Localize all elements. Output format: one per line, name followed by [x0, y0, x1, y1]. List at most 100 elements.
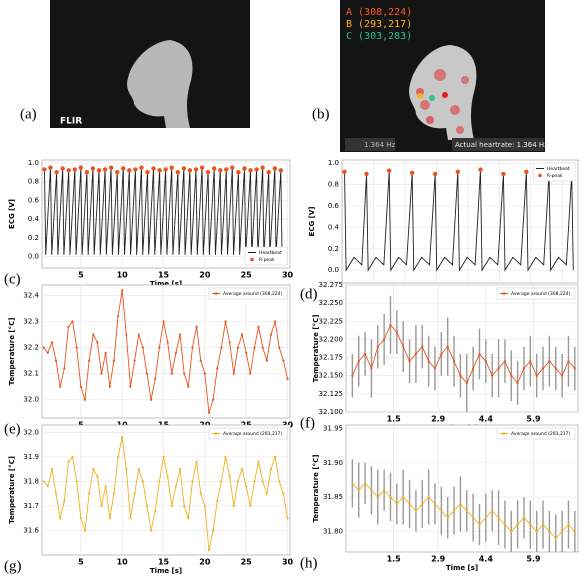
point	[370, 367, 373, 370]
r-peak	[199, 165, 205, 170]
point	[191, 346, 194, 349]
point	[503, 523, 507, 526]
point	[421, 345, 424, 348]
y-tick-label: 32.1	[23, 370, 39, 378]
r-peak	[364, 171, 369, 177]
point	[154, 377, 157, 380]
point	[112, 359, 116, 362]
legend-label: Heartbeat	[547, 166, 570, 172]
point	[42, 346, 45, 349]
y-tick-label: 31.9	[23, 453, 39, 461]
y-tick-label: 32.2	[23, 344, 39, 352]
y-tick-label: 0.0	[28, 253, 39, 261]
r-peak	[175, 170, 181, 175]
point	[446, 345, 449, 348]
face-silhouette	[409, 45, 477, 140]
legend-marker	[250, 257, 254, 262]
y-tick-label: 32.4	[23, 291, 39, 299]
y-tick-label: 31.80	[323, 527, 343, 535]
y-tick-label: 0.8	[28, 178, 39, 186]
point	[282, 359, 285, 362]
point	[116, 455, 120, 458]
point	[274, 455, 277, 458]
x-tick-label: 1.5	[387, 415, 402, 424]
r-peak	[524, 169, 529, 174]
point	[129, 517, 132, 520]
point	[440, 352, 443, 356]
point	[529, 360, 532, 363]
point	[440, 509, 443, 512]
point	[46, 485, 49, 488]
point	[427, 360, 430, 363]
legend-box	[496, 427, 576, 440]
y-tick-label: 0.8	[328, 181, 339, 189]
point	[478, 352, 481, 356]
r-peak	[432, 171, 438, 177]
point	[573, 530, 576, 533]
x-axis-label: Time [s]	[446, 564, 478, 572]
point	[83, 529, 87, 532]
point	[125, 333, 128, 336]
legend-label: Average around (293,217)	[223, 431, 283, 437]
r-peak	[187, 168, 193, 173]
y-tick-label: 31.90	[323, 459, 343, 467]
r-peak	[102, 167, 108, 172]
point	[88, 359, 91, 362]
point	[383, 489, 386, 492]
point	[104, 485, 107, 488]
y-tick-label: 0.6	[328, 202, 340, 210]
r-peak	[121, 166, 126, 171]
y-tick-label: 31.7	[23, 502, 39, 510]
legend-marker	[214, 292, 218, 295]
point	[459, 374, 462, 377]
point	[195, 325, 198, 328]
point	[50, 341, 54, 344]
frequency: 1.364 Hz	[364, 141, 396, 149]
legend-marker	[538, 173, 542, 178]
point	[212, 529, 215, 532]
point	[269, 468, 273, 471]
point	[154, 509, 157, 512]
point	[554, 367, 557, 370]
point	[516, 381, 519, 385]
point	[121, 436, 124, 439]
plot-marks	[42, 436, 289, 552]
point	[363, 352, 367, 356]
x-tick-label: 15	[158, 558, 170, 567]
y-tick-label: 32.3	[23, 318, 39, 326]
legend-label: Heartbeat	[259, 250, 282, 256]
panel-label: (c)	[4, 271, 21, 287]
y-tick-label: 32.275	[319, 281, 344, 289]
point	[522, 516, 526, 519]
caption-box	[452, 138, 544, 151]
point	[497, 367, 500, 370]
panel-label: (f)	[300, 415, 315, 431]
x-tick-label: 25	[241, 271, 253, 280]
panel-label: (h)	[300, 555, 318, 571]
y-tick-label: 32.100	[319, 408, 344, 416]
point	[363, 482, 367, 485]
point	[67, 460, 70, 463]
point	[286, 517, 289, 520]
point-marker	[429, 95, 435, 101]
face-silhouette	[127, 40, 193, 128]
point	[265, 492, 268, 495]
panel-label: (g)	[4, 558, 22, 574]
x-tick-label: 10	[117, 558, 129, 567]
point	[529, 523, 532, 526]
y-tick-label: 0.4	[328, 223, 340, 231]
point	[199, 359, 202, 362]
x-tick-label: 20	[199, 271, 211, 280]
logo: FLIR	[60, 117, 82, 127]
point	[183, 372, 186, 375]
point	[249, 372, 252, 375]
point	[207, 411, 211, 414]
y-axis-label: Temperature [°C]	[312, 455, 320, 523]
point	[497, 516, 500, 519]
point	[433, 502, 437, 506]
r-peak	[96, 168, 102, 173]
point	[484, 516, 487, 519]
r-peak	[248, 168, 253, 173]
plot-area	[41, 284, 291, 419]
point	[92, 333, 95, 336]
